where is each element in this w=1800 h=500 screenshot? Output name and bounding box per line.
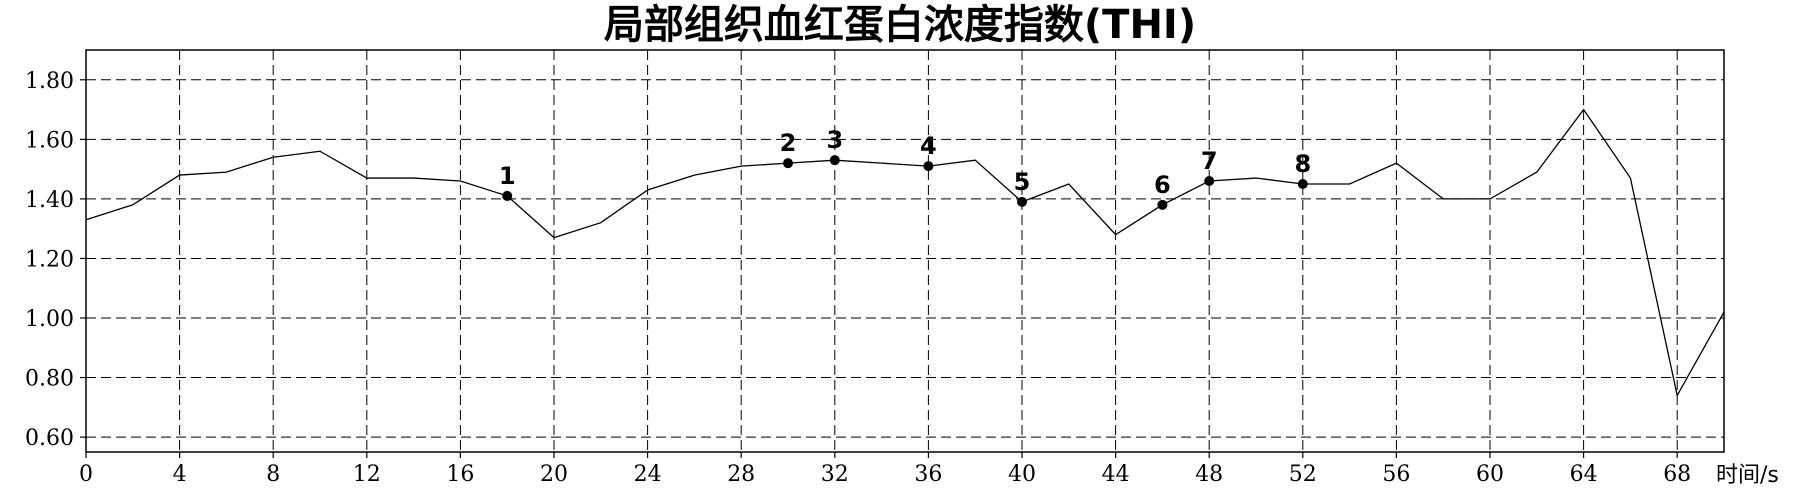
marker-point-7: [1204, 176, 1215, 187]
x-tick-label: 24: [634, 462, 662, 487]
marker-label-8: 8: [1294, 150, 1311, 178]
y-tick-label: 0.80: [25, 367, 74, 392]
marker-point-6: [1157, 199, 1168, 210]
marker-point-8: [1297, 179, 1308, 189]
x-tick-label: 40: [1008, 462, 1036, 487]
marker-point-3: [829, 155, 840, 166]
marker-label-1: 1: [499, 162, 516, 190]
x-tick-label: 12: [353, 462, 381, 487]
x-tick-label: 0: [79, 462, 93, 487]
marker-label-7: 7: [1201, 147, 1218, 175]
y-axis: 0.60 0.80 1.00 1.20 1.40 1.60 1.80: [25, 69, 86, 451]
marker-label-4: 4: [920, 132, 937, 160]
marker-point-2: [783, 158, 793, 169]
x-tick-label: 68: [1663, 462, 1691, 487]
marker-label-2: 2: [780, 129, 797, 157]
x-tick-label: 44: [1102, 462, 1130, 487]
x-tick-label: 32: [821, 462, 849, 487]
x-tick-label: 16: [446, 462, 474, 487]
x-tick-label: 28: [727, 462, 755, 487]
x-tick-label: 4: [173, 462, 187, 487]
y-tick-label: 0.60: [25, 426, 74, 451]
x-axis-label: 时间/s: [1716, 463, 1779, 488]
y-tick-label: 1.00: [25, 307, 74, 332]
x-tick-label: 36: [914, 462, 942, 487]
marker-label-6: 6: [1154, 171, 1171, 199]
marker-point-4: [923, 161, 934, 172]
y-tick-label: 1.60: [25, 128, 74, 153]
x-axis: 0 4 8 12 16 20 24 28 32 36 40 44 48 52 56 60 64 68: [79, 452, 1691, 487]
chart-title: 局部组织血红蛋白浓度指数(THI): [604, 2, 1196, 48]
grid: [86, 50, 1724, 452]
x-tick-label: 60: [1476, 462, 1504, 487]
y-tick-label: 1.40: [25, 188, 74, 213]
series: [85, 108, 1725, 398]
y-tick-label: 1.80: [25, 69, 74, 94]
series-line: [85, 108, 1725, 398]
marker-label-3: 3: [826, 126, 843, 154]
x-tick-label: 52: [1289, 462, 1317, 487]
markers: 1 2 3 4 5 6 7 8: [499, 126, 1311, 210]
x-tick-label: 56: [1382, 462, 1410, 487]
x-tick-label: 64: [1570, 462, 1598, 487]
x-tick-label: 20: [540, 462, 568, 487]
plot-frame: [85, 49, 1725, 453]
marker-label-5: 5: [1014, 168, 1031, 196]
y-tick-label: 1.20: [25, 247, 74, 272]
x-tick-label: 8: [266, 462, 280, 487]
marker-point-1: [502, 190, 513, 201]
marker-point-5: [1017, 196, 1027, 207]
x-tick-label: 48: [1195, 462, 1223, 487]
